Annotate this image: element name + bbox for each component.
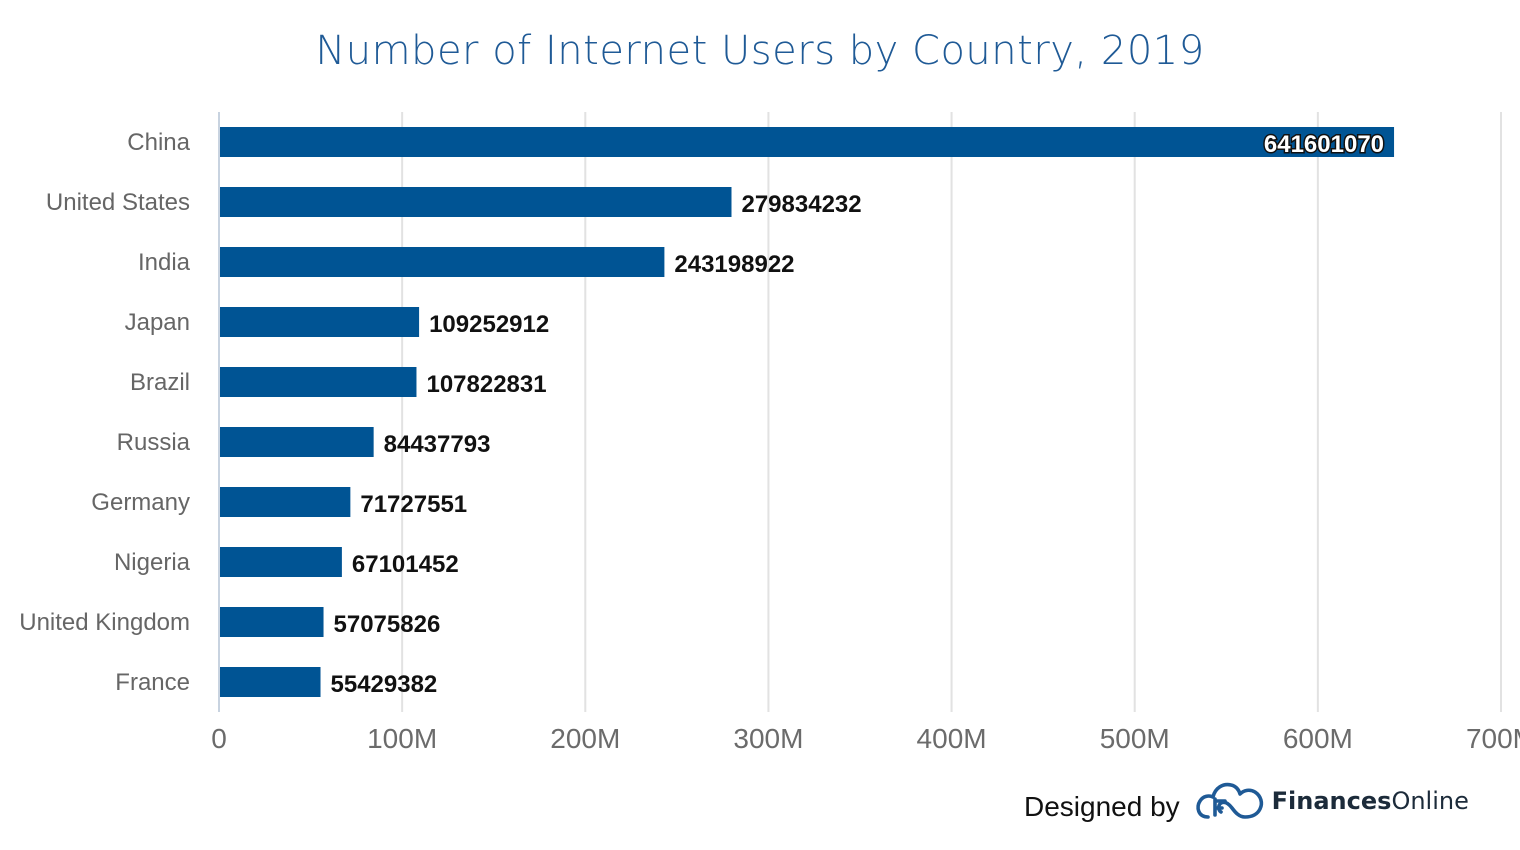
category-label: United States: [46, 189, 190, 216]
category-label: Russia: [117, 429, 191, 456]
category-label: Nigeria: [114, 549, 191, 576]
data-labels: 641601070 279834232 243198922 109252912 1078…: [331, 130, 1386, 699]
x-tick-label: 0: [211, 723, 227, 754]
financesonline-cloud-logo-icon: [1195, 782, 1263, 819]
data-label: 84437793: [384, 431, 491, 458]
category-label: India: [138, 249, 191, 276]
chart-title: Number of Internet Users by Country, 201…: [315, 28, 1205, 74]
brand-name: FinancesOnline: [1272, 787, 1469, 815]
data-label: 107822831: [426, 371, 546, 398]
bar: [220, 667, 321, 697]
bar-chart: China United States India Japan Brazil Russia…: [19, 112, 1520, 754]
x-tick-label: 300M: [733, 723, 803, 754]
category-label: China: [127, 129, 190, 156]
bar: [220, 127, 1395, 157]
bar: [220, 307, 420, 337]
x-tick-label: 200M: [550, 723, 620, 754]
data-label: 641601070: [1264, 131, 1384, 158]
bar: [220, 547, 342, 577]
bar: [220, 487, 351, 517]
category-labels: China United States India Japan Brazil Russia…: [19, 129, 190, 696]
brand-name-bold: Finances: [1271, 787, 1392, 815]
bar: [220, 607, 324, 637]
brand-name-regular: Online: [1391, 787, 1469, 815]
bars: [220, 127, 1395, 697]
data-label: 279834232: [741, 191, 861, 218]
designer-credit: Designed by FinancesOnline: [1024, 772, 1469, 832]
data-label: 67101452: [352, 551, 459, 578]
data-label: 55429382: [331, 671, 438, 698]
bar: [220, 367, 417, 397]
data-label: 71727551: [360, 491, 467, 518]
bar: [220, 187, 732, 217]
category-label: Japan: [125, 309, 190, 336]
data-label: 57075826: [334, 611, 441, 638]
x-axis-tick-labels: 0 100M 200M 300M 400M 500M 600M 700M: [211, 723, 1520, 754]
credit-text: Designed by: [1024, 791, 1180, 822]
x-tick-label: 400M: [917, 723, 987, 754]
bar: [220, 247, 665, 277]
data-label: 243198922: [674, 251, 794, 278]
category-label: France: [115, 669, 190, 696]
x-tick-label: 500M: [1100, 723, 1170, 754]
data-label: 109252912: [429, 311, 549, 338]
category-label: Germany: [91, 489, 190, 516]
category-label: United Kingdom: [19, 609, 190, 636]
x-tick-label: 600M: [1283, 723, 1353, 754]
x-tick-label: 100M: [367, 723, 437, 754]
category-label: Brazil: [130, 369, 190, 396]
x-tick-label: 700M: [1466, 723, 1520, 754]
bar: [220, 427, 374, 457]
